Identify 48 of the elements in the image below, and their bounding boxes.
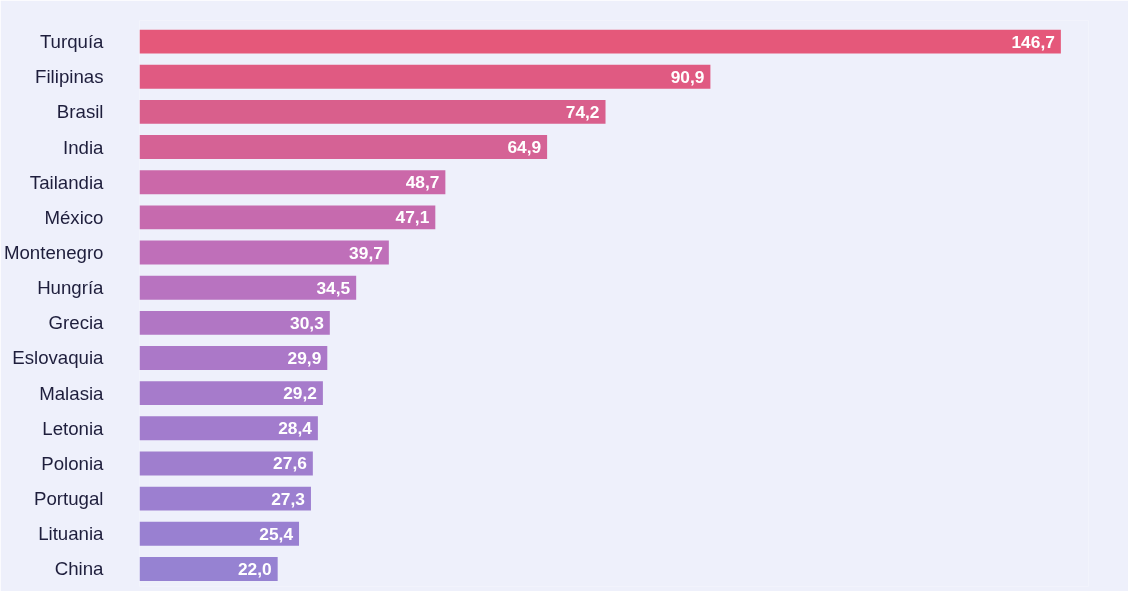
bar xyxy=(139,29,1061,54)
data-label: 47,1 xyxy=(395,207,430,228)
bar xyxy=(139,381,323,406)
y-tick-label: India xyxy=(63,136,105,158)
bar xyxy=(139,346,328,370)
bar xyxy=(139,310,330,335)
y-tick-label: Tailandia xyxy=(29,171,105,193)
data-label: 34,5 xyxy=(316,277,351,298)
y-tick-label: Portugal xyxy=(34,488,104,510)
y-tick-label: Montenegro xyxy=(3,242,104,264)
bar xyxy=(139,556,278,581)
data-label: 64,9 xyxy=(507,137,542,158)
y-tick-label: Hungría xyxy=(37,277,105,299)
data-label: 39,7 xyxy=(349,242,383,263)
y-tick-label: Brasil xyxy=(56,101,104,123)
y-tick-label: Polonia xyxy=(41,452,105,474)
data-label: 25,4 xyxy=(259,523,294,544)
y-tick-label: Filipinas xyxy=(35,66,104,88)
data-label: 48,7 xyxy=(405,172,440,193)
y-tick-label: Letonia xyxy=(42,417,105,439)
data-label: 90,9 xyxy=(670,66,705,87)
data-label: 22,0 xyxy=(237,558,272,579)
data-label: 28,4 xyxy=(278,418,313,439)
data-label: 74,2 xyxy=(565,101,600,122)
bar xyxy=(139,486,311,511)
bar xyxy=(139,275,357,300)
bar xyxy=(139,240,389,265)
data-label: 30,3 xyxy=(290,312,325,333)
bar xyxy=(139,451,313,476)
data-label: 146,7 xyxy=(1011,31,1055,52)
bar xyxy=(139,135,548,160)
data-label: 27,6 xyxy=(273,453,308,474)
data-label: 29,2 xyxy=(283,383,317,404)
bar xyxy=(139,170,446,195)
y-tick-label: China xyxy=(54,558,105,580)
data-label: 29,9 xyxy=(287,347,322,368)
y-tick-label: Turquía xyxy=(39,31,105,53)
bar xyxy=(139,64,711,89)
bar xyxy=(139,205,436,230)
bar xyxy=(139,99,606,124)
y-tick-label: Eslovaquia xyxy=(12,347,105,369)
data-label: 27,3 xyxy=(271,488,306,509)
y-tick-label: Grecia xyxy=(48,312,105,334)
y-tick-label: Malasia xyxy=(39,382,105,404)
y-tick-label: México xyxy=(44,206,104,228)
bar xyxy=(139,521,300,546)
bar xyxy=(139,416,318,441)
y-tick-label: Lituania xyxy=(38,523,105,545)
